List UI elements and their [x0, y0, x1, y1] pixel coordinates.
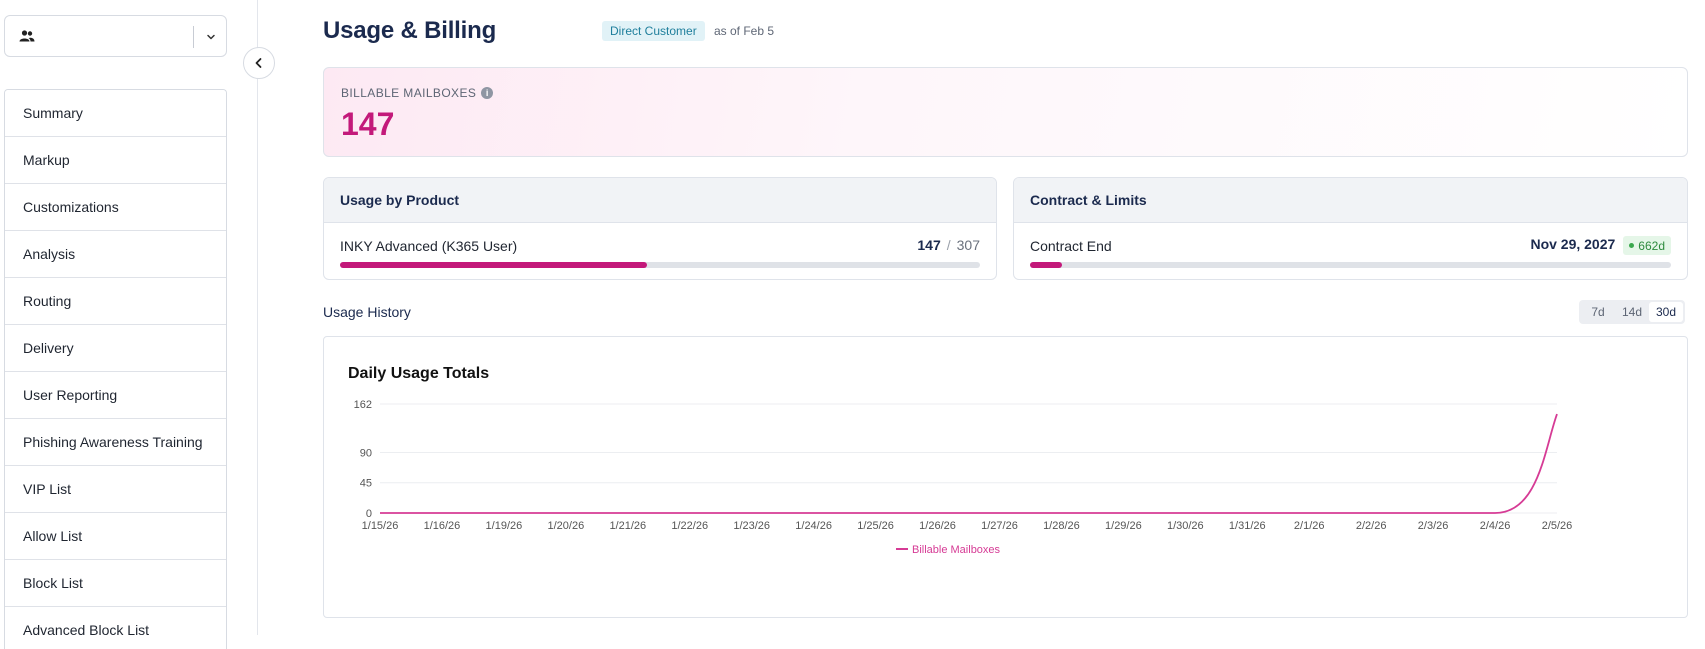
- x-tick-label: 1/28/26: [1043, 520, 1080, 532]
- status-dot-icon: [1629, 243, 1634, 248]
- info-icon[interactable]: i: [481, 87, 493, 99]
- range-toggle-group: 7d 14d 30d: [1579, 300, 1685, 324]
- sidebar-item-customizations[interactable]: Customizations: [5, 184, 226, 231]
- page-title: Usage & Billing: [323, 17, 496, 45]
- x-tick-label: 1/30/26: [1167, 520, 1204, 532]
- contract-progress-bar-fill: [1030, 262, 1062, 268]
- sidebar-item-block-list[interactable]: Block List: [5, 560, 226, 607]
- series-line-billable-mailboxes: [380, 414, 1557, 513]
- product-used: 147: [917, 237, 940, 253]
- sidebar-nav: Summary Markup Customizations Analysis R…: [4, 89, 227, 649]
- chevron-down-icon[interactable]: [203, 29, 219, 45]
- contract-limits-title: Contract & Limits: [1014, 178, 1687, 223]
- sidebar-item-phishing-awareness-training[interactable]: Phishing Awareness Training: [5, 419, 226, 466]
- days-remaining-badge: 662d: [1623, 236, 1671, 255]
- y-tick-label: 162: [354, 399, 372, 411]
- sidebar-item-markup[interactable]: Markup: [5, 137, 226, 184]
- legend-label: Billable Mailboxes: [912, 544, 1001, 556]
- product-total: 307: [957, 237, 980, 253]
- y-tick-label: 45: [360, 478, 372, 490]
- x-tick-label: 1/25/26: [857, 520, 894, 532]
- x-tick-label: 1/19/26: [486, 520, 523, 532]
- as-of-date: as of Feb 5: [714, 24, 774, 38]
- sidebar-item-routing[interactable]: Routing: [5, 278, 226, 325]
- range-30d-button[interactable]: 30d: [1649, 302, 1683, 322]
- billable-mailboxes-card: BILLABLE MAILBOXES i 147: [323, 67, 1688, 157]
- x-tick-label: 2/3/26: [1418, 520, 1449, 532]
- contract-progress-bar: [1030, 262, 1671, 268]
- contract-end-label: Contract End: [1030, 238, 1112, 254]
- x-tick-label: 1/16/26: [424, 520, 461, 532]
- select-divider: [193, 26, 194, 48]
- sidebar-item-vip-list[interactable]: VIP List: [5, 466, 226, 513]
- billable-mailboxes-label-row: BILLABLE MAILBOXES i: [341, 86, 493, 100]
- account-selector[interactable]: [4, 15, 227, 57]
- y-tick-label: 0: [366, 508, 372, 520]
- days-remaining: 662d: [1638, 239, 1665, 253]
- x-tick-label: 1/23/26: [733, 520, 770, 532]
- count-separator: /: [947, 237, 951, 253]
- billable-mailboxes-value: 147: [341, 106, 394, 143]
- x-tick-label: 2/2/26: [1356, 520, 1387, 532]
- sidebar-item-user-reporting[interactable]: User Reporting: [5, 372, 226, 419]
- customer-type-badge: Direct Customer: [602, 21, 705, 41]
- contract-limits-panel: Contract & Limits Contract End Nov 29, 2…: [1013, 177, 1688, 280]
- product-usage-bar: [340, 262, 980, 268]
- x-tick-label: 1/20/26: [547, 520, 584, 532]
- x-tick-label: 1/27/26: [981, 520, 1018, 532]
- sidebar-item-advanced-block-list[interactable]: Advanced Block List: [5, 607, 226, 649]
- contract-end-value: Nov 29, 2027 662d: [1530, 236, 1671, 255]
- collapse-sidebar-button[interactable]: [243, 47, 275, 79]
- x-tick-label: 1/29/26: [1105, 520, 1142, 532]
- x-tick-label: 2/4/26: [1480, 520, 1511, 532]
- x-tick-label: 1/24/26: [795, 520, 832, 532]
- billable-mailboxes-label: BILLABLE MAILBOXES: [341, 86, 476, 100]
- range-14d-button[interactable]: 14d: [1615, 302, 1649, 322]
- chevron-left-icon: [252, 56, 266, 70]
- product-usage-count: 147 / 307: [917, 237, 980, 253]
- people-icon: [19, 29, 35, 43]
- x-tick-label: 1/21/26: [609, 520, 646, 532]
- sidebar-item-summary[interactable]: Summary: [5, 90, 226, 137]
- y-tick-label: 90: [360, 447, 372, 459]
- sidebar-item-analysis[interactable]: Analysis: [5, 231, 226, 278]
- contract-end-date: Nov 29, 2027: [1530, 236, 1615, 252]
- usage-history-title: Usage History: [323, 304, 411, 320]
- x-tick-label: 2/1/26: [1294, 520, 1325, 532]
- sidebar: Summary Markup Customizations Analysis R…: [0, 0, 258, 635]
- x-tick-label: 1/15/26: [362, 520, 399, 532]
- x-tick-label: 2/5/26: [1542, 520, 1573, 532]
- daily-usage-chart: 0 45 90 162 1/15/26 1/16/26 1/19/26 1/20/26 1/21…: [324, 337, 1689, 619]
- usage-by-product-panel: Usage by Product INKY Advanced (K365 Use…: [323, 177, 997, 280]
- sidebar-item-allow-list[interactable]: Allow List: [5, 513, 226, 560]
- product-usage-bar-fill: [340, 262, 647, 268]
- usage-by-product-title: Usage by Product: [324, 178, 996, 223]
- sidebar-item-delivery[interactable]: Delivery: [5, 325, 226, 372]
- product-name: INKY Advanced (K365 User): [340, 238, 517, 254]
- x-tick-label: 1/22/26: [671, 520, 708, 532]
- x-tick-label: 1/26/26: [919, 520, 956, 532]
- x-tick-label: 1/31/26: [1229, 520, 1266, 532]
- range-7d-button[interactable]: 7d: [1581, 302, 1615, 322]
